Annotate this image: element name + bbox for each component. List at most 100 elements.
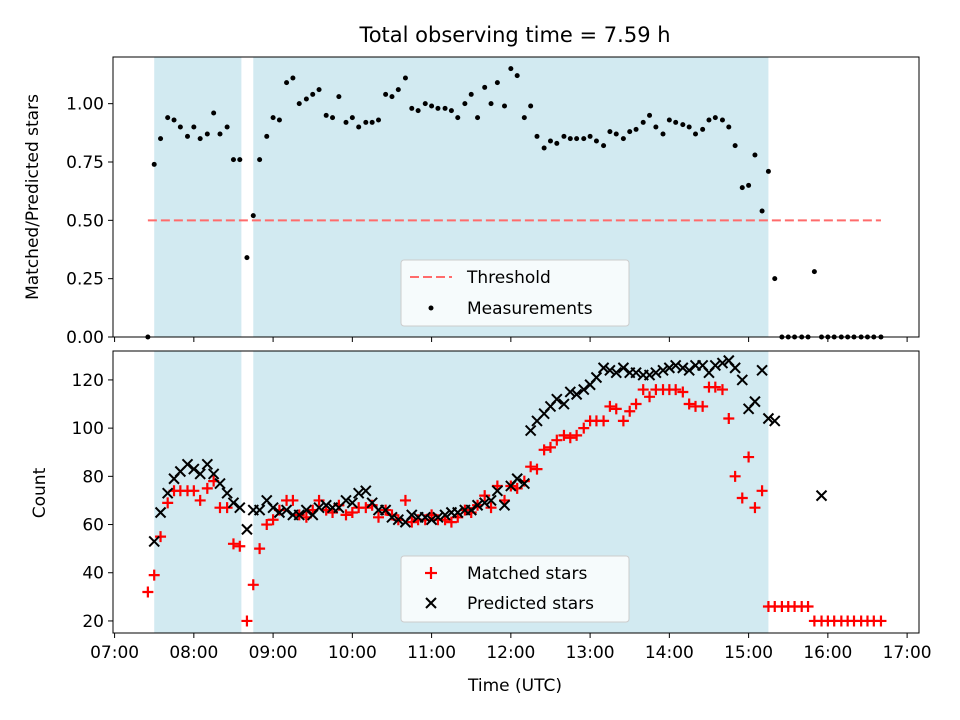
measurement-point: [184, 133, 190, 139]
y-tick-label: 0.50: [66, 211, 104, 231]
matched-star-point: [551, 434, 563, 446]
predicted-star-point: [161, 487, 174, 499]
measurement-point: [534, 133, 540, 139]
matched-star-point: [756, 485, 768, 497]
matched-star-point: [630, 398, 642, 410]
matched-star-point: [188, 485, 200, 497]
predicted-star-point: [597, 362, 610, 374]
y-tick-label: 60: [82, 516, 104, 536]
measurement-point: [336, 94, 342, 100]
top-plot-frame: [112, 56, 920, 338]
bottom-x-axis: 07:00 08:00 09:00 10:00 11:00 12:00 13:00 14:00…: [90, 633, 932, 663]
measurement-point: [647, 112, 653, 118]
measurement-point: [409, 105, 415, 111]
predicted-star-point: [346, 497, 359, 509]
x-axis-label: Time (UTC): [467, 676, 562, 696]
measurement-point: [177, 124, 183, 130]
matched-star-point: [267, 514, 279, 526]
predicted-star-point: [558, 398, 570, 410]
measurement-point: [739, 185, 745, 191]
measurement-point: [448, 108, 454, 114]
measurement-point: [660, 131, 666, 137]
measurement-point: [502, 103, 508, 109]
matched-star-point: [162, 497, 174, 509]
measurement-point: [475, 115, 481, 121]
measurement-point: [323, 112, 329, 118]
predicted-star-point: [485, 494, 497, 507]
measurement-point: [482, 84, 488, 90]
predicted-star-point: [300, 504, 313, 516]
measurement-point: [349, 115, 355, 121]
y-tick-label: 100: [72, 419, 104, 439]
chart-title: Total observing time = 7.59 h: [358, 23, 670, 47]
predicted-star-point: [181, 458, 194, 470]
matched-star-point: [241, 615, 253, 627]
matched-star-point: [610, 403, 622, 415]
predicted-star-point: [432, 511, 444, 524]
measurement-point: [422, 101, 428, 107]
matched-star-point: [716, 384, 728, 396]
y-tick-label: 20: [82, 612, 104, 632]
predicted-star-point: [610, 366, 622, 379]
predicted-star-point: [360, 485, 372, 497]
matched-star-point: [604, 400, 616, 412]
bottom-y-axis: 20 40 60 80 100 120: [72, 371, 113, 632]
predicted-star-point: [439, 509, 451, 521]
predicted-star-point: [214, 477, 226, 490]
predicted-star-point: [148, 535, 160, 548]
measurement-point: [264, 133, 270, 139]
matched-star-point: [340, 509, 352, 521]
measurement-point: [310, 91, 316, 97]
bottom-legend-box: [400, 555, 630, 623]
measurement-point: [395, 87, 401, 93]
measurement-point: [383, 91, 389, 97]
measurement-point: [191, 124, 197, 130]
y-tick-label: 0.25: [66, 270, 104, 290]
predicted-star-point: [630, 366, 642, 379]
measurement-point: [158, 136, 164, 142]
measurement-point: [290, 75, 296, 81]
predicted-star-point: [154, 506, 167, 519]
predicted-star-point: [221, 487, 233, 499]
measurement-point: [217, 131, 223, 137]
top-panel: 0.00 0.25 0.50 0.75 1.00 Matched/Predicted s…: [23, 56, 920, 348]
measurement-point: [752, 152, 758, 158]
predicted-star-point: [188, 463, 200, 475]
matched-star-point: [598, 415, 610, 427]
bottom-legend: Matched stars Predicted stars: [400, 555, 630, 623]
matched-star-point: [743, 451, 755, 463]
matched-star-point: [637, 384, 649, 396]
measurement-point: [593, 138, 599, 144]
predicted-star-point: [769, 415, 781, 427]
matched-star-point: [697, 400, 709, 412]
predicted-star-point: [201, 458, 214, 470]
predicted-star-point: [709, 359, 722, 372]
bottom-y-axis-label: Count: [30, 467, 50, 518]
y-tick-label: 0.00: [66, 328, 104, 348]
predicted-star-point: [524, 424, 537, 437]
predicted-star-point: [716, 357, 729, 369]
predicted-star-point: [253, 504, 266, 516]
measurement-point: [197, 136, 203, 142]
matched-star-point: [709, 381, 721, 393]
predicted-star-point: [564, 386, 576, 398]
predicted-star-point: [749, 395, 761, 408]
predicted-star-point: [280, 504, 293, 516]
measurement-point: [666, 117, 672, 123]
measurement-point: [343, 119, 349, 125]
measurement-point: [561, 133, 567, 139]
measurement-point: [601, 143, 607, 149]
measurement-point: [369, 119, 375, 125]
matched-star-point: [485, 502, 497, 514]
measurement-point: [455, 115, 461, 121]
y-tick-label: 80: [82, 467, 104, 487]
measurement-point: [171, 117, 177, 123]
legend-threshold-label: Threshold: [466, 268, 551, 288]
predicted-star-point: [617, 362, 630, 374]
measurement-point: [303, 96, 309, 102]
measurement-point: [415, 108, 421, 114]
predicted-star-point: [578, 383, 590, 396]
matched-star-point: [802, 600, 814, 612]
x-tick-label: 17:00: [883, 643, 932, 663]
top-y-axis-label: Matched/Predicted stars: [23, 94, 43, 300]
